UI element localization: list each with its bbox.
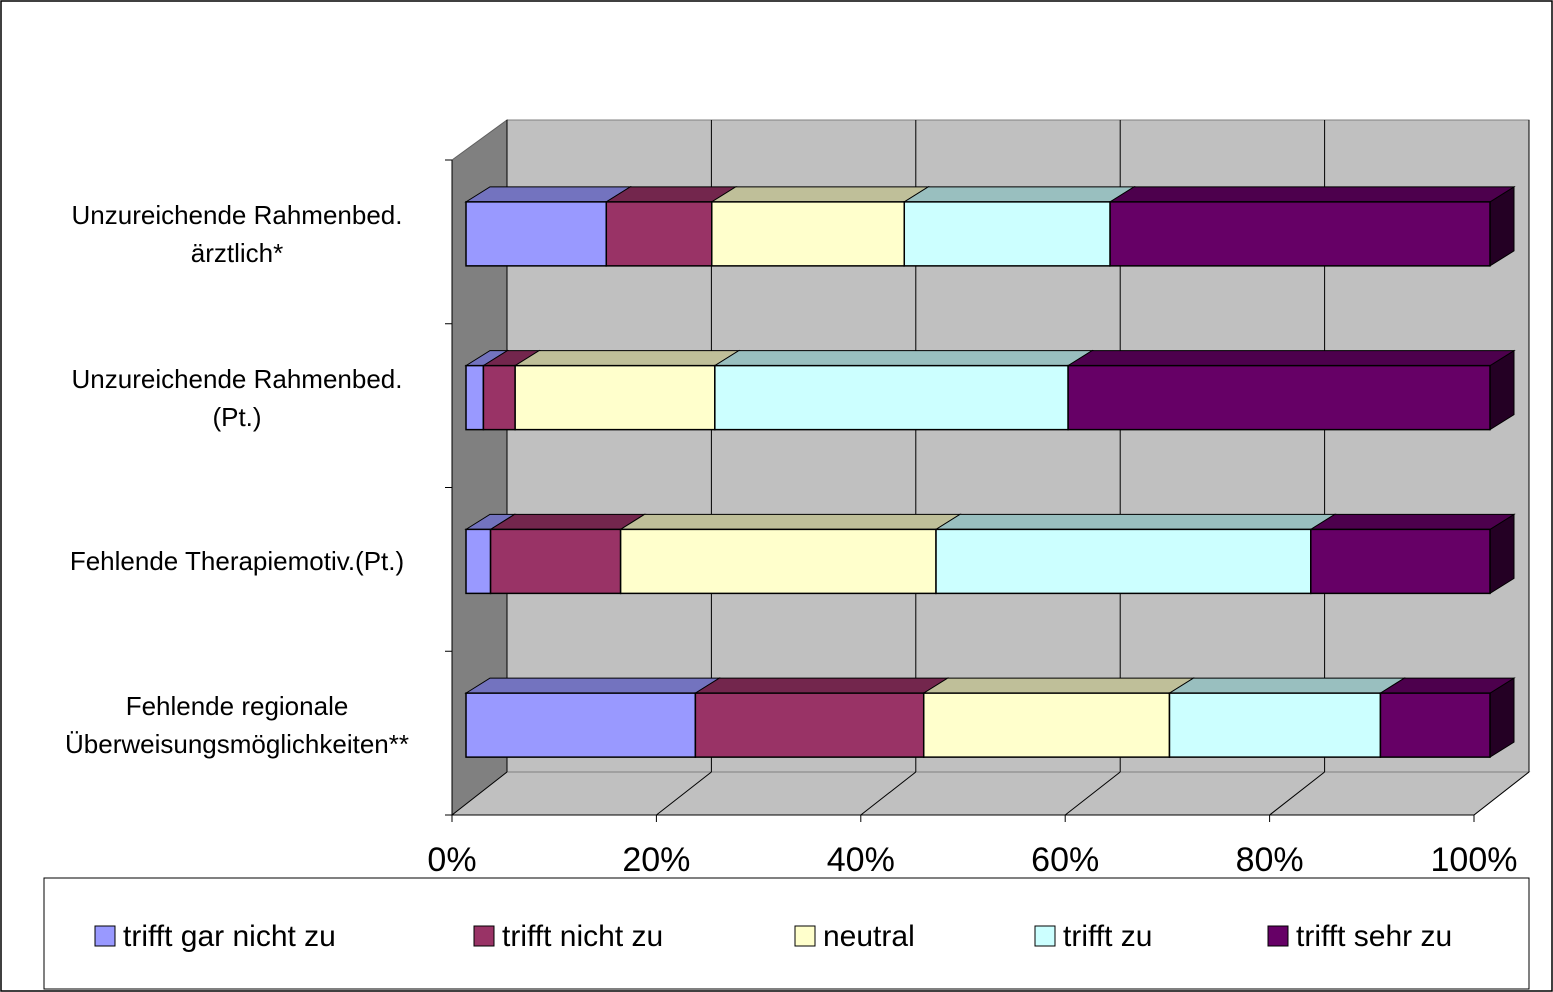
grid-line — [860, 771, 917, 816]
bar-top — [464, 677, 722, 694]
x-tick-label: 100% — [1431, 841, 1518, 879]
bar — [465, 692, 697, 758]
bar-top — [464, 186, 633, 203]
x-tick-label: 40% — [827, 841, 895, 879]
grid-line — [1064, 771, 1121, 816]
legend-label: neutral — [823, 920, 915, 953]
bar — [1109, 201, 1491, 267]
bar — [619, 528, 937, 595]
legend-label: trifft zu — [1063, 920, 1152, 953]
bar — [694, 692, 925, 758]
x-tick-label: 60% — [1031, 841, 1099, 879]
bar — [489, 528, 622, 595]
bar — [465, 528, 492, 595]
grid-line — [656, 771, 712, 816]
bar — [1379, 692, 1491, 758]
legend-swatch — [1034, 925, 1056, 947]
bar-top — [1066, 350, 1516, 367]
bar-top — [1108, 186, 1516, 203]
bar — [922, 692, 1171, 758]
bar — [935, 528, 1312, 595]
bar — [514, 364, 716, 431]
grid-line — [1473, 771, 1530, 816]
category-label: Fehlende Therapiemotiv.(Pt.) — [69, 546, 405, 577]
bar-top — [902, 186, 1136, 203]
floor — [450, 771, 1531, 816]
bar-top — [488, 513, 647, 530]
bar-top — [1378, 677, 1516, 694]
bar — [903, 201, 1111, 267]
bar-top — [693, 677, 950, 694]
bar — [1168, 692, 1382, 758]
legend-swatch — [794, 925, 816, 947]
bar-top — [1309, 513, 1516, 530]
bar-top — [710, 186, 931, 203]
legend-label: trifft gar nicht zu — [123, 920, 336, 953]
legend-swatch — [473, 925, 495, 947]
bar — [1067, 364, 1491, 431]
category-label: Unzureichende Rahmenbed. ärztlich* — [71, 199, 403, 268]
grid-line — [1269, 771, 1325, 816]
bar-top — [513, 350, 741, 367]
legend-swatch — [1267, 925, 1289, 947]
bar-top — [713, 350, 1094, 367]
legend-swatch — [94, 925, 116, 947]
bar — [465, 201, 608, 267]
bar — [465, 364, 485, 431]
grid-line — [451, 771, 508, 816]
bar-top — [934, 513, 1337, 530]
legend-label: trifft nicht zu — [502, 920, 663, 953]
category-label: Fehlende regionale Überweisungsmöglichke… — [65, 691, 409, 760]
bar — [482, 364, 516, 431]
bar-top — [1167, 677, 1407, 694]
x-tick-label: 20% — [622, 841, 690, 879]
bar-top — [618, 513, 962, 530]
bar — [711, 201, 906, 267]
x-tick-label: 0% — [427, 841, 476, 879]
bar — [1310, 528, 1491, 595]
legend-label: trifft sehr zu — [1296, 920, 1452, 953]
category-label: Unzureichende Rahmenbed. (Pt.) — [71, 363, 403, 432]
bar-top — [921, 677, 1196, 694]
bar — [714, 364, 1069, 431]
x-tick-label: 80% — [1236, 841, 1304, 879]
bar — [605, 201, 713, 267]
